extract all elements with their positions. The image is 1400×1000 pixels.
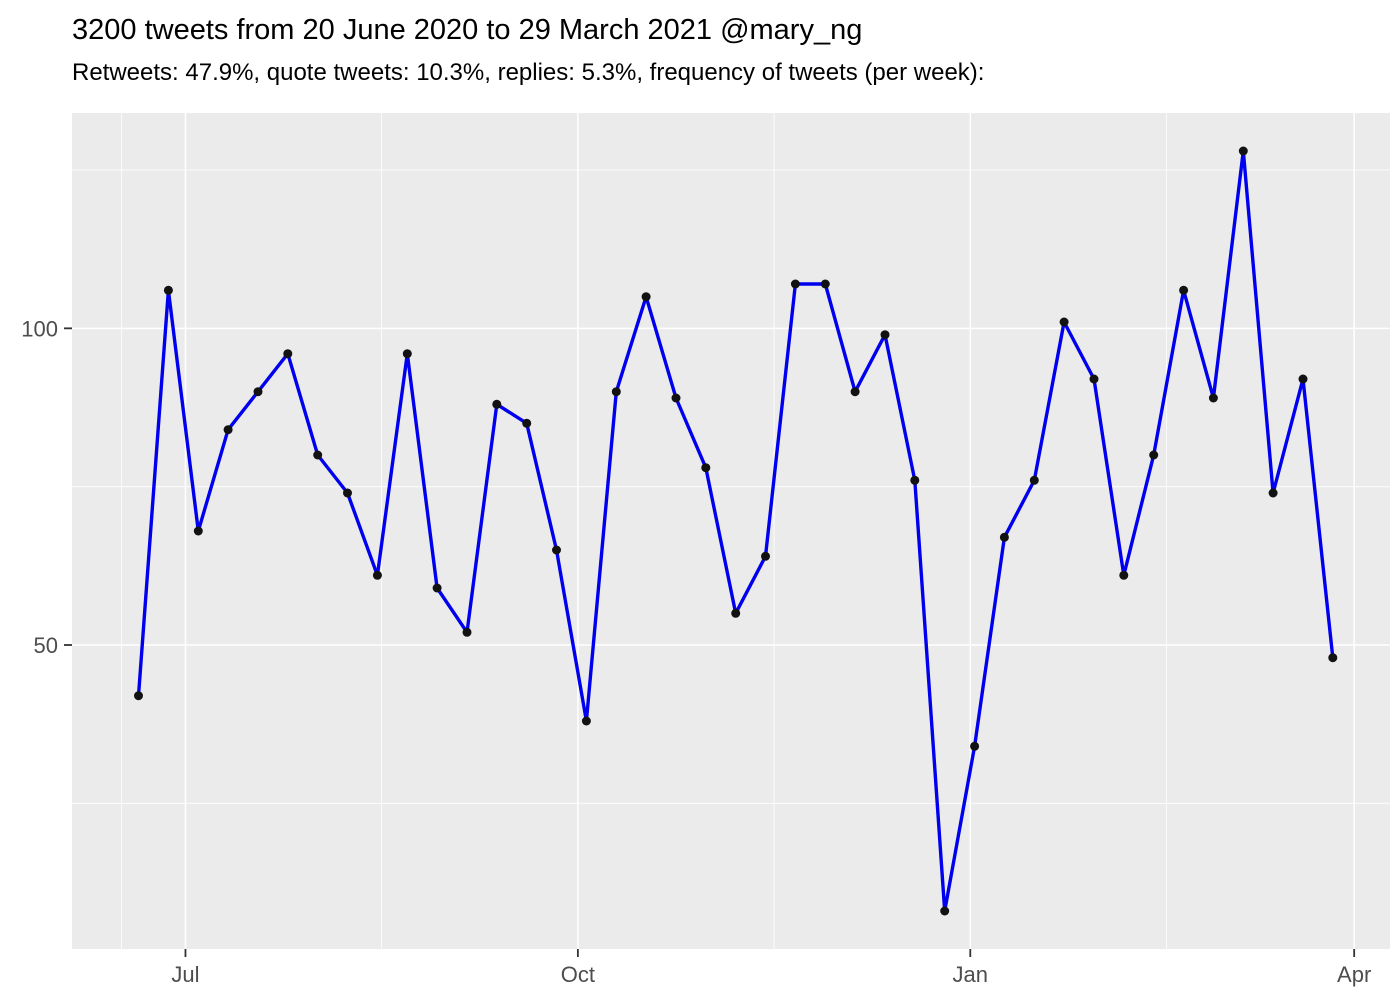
chart-title: 3200 tweets from 20 June 2020 to 29 Marc…	[72, 14, 863, 46]
x-tick-label: Apr	[1337, 962, 1371, 987]
data-point	[731, 608, 741, 618]
data-point	[880, 330, 890, 340]
data-point	[1029, 475, 1039, 485]
data-point	[611, 387, 621, 397]
data-point	[1298, 374, 1308, 384]
data-point	[1059, 317, 1069, 327]
data-point	[761, 551, 770, 561]
data-point	[492, 399, 502, 409]
data-point	[1119, 570, 1129, 580]
data-point	[940, 906, 950, 916]
x-tick-label: Jul	[171, 962, 199, 987]
data-point	[343, 488, 352, 498]
data-point	[1328, 653, 1338, 663]
data-point	[283, 349, 293, 359]
x-tick-label: Jan	[953, 962, 988, 987]
data-point	[701, 463, 711, 473]
data-point	[462, 627, 472, 637]
data-point	[790, 279, 800, 289]
data-point	[820, 279, 830, 289]
data-point	[671, 393, 681, 403]
data-point	[850, 387, 860, 397]
data-point	[313, 450, 323, 460]
data-point	[223, 425, 233, 435]
data-point	[522, 418, 532, 428]
data-point	[193, 526, 203, 536]
data-point	[134, 691, 143, 701]
data-point	[1179, 285, 1189, 295]
data-point	[910, 475, 920, 485]
data-point	[402, 349, 412, 359]
panel-background	[72, 113, 1390, 949]
data-point	[970, 741, 980, 751]
y-tick-label: 100	[21, 316, 58, 341]
y-tick-label: 50	[34, 633, 58, 658]
data-point	[1238, 146, 1248, 156]
data-point	[1089, 374, 1099, 384]
data-point	[999, 532, 1009, 542]
data-point	[552, 545, 561, 555]
data-point	[1208, 393, 1218, 403]
x-tick-label: Oct	[561, 962, 595, 987]
data-point	[641, 292, 651, 302]
data-point	[1268, 488, 1278, 498]
data-point	[1149, 450, 1159, 460]
data-point	[163, 285, 173, 295]
data-point	[372, 570, 382, 580]
data-point	[432, 583, 442, 593]
data-point	[253, 387, 263, 397]
chart-subtitle: Retweets: 47.9%, quote tweets: 10.3%, re…	[72, 59, 985, 86]
data-point	[581, 716, 591, 726]
